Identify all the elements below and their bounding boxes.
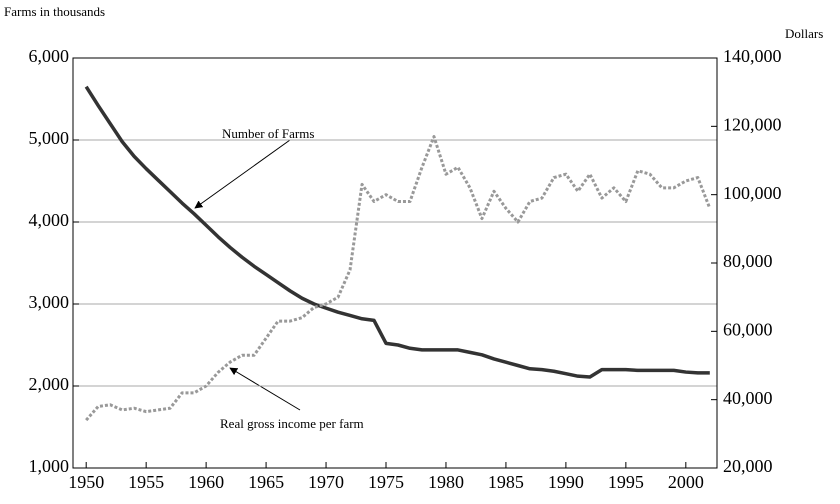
y-tick-label: 1,000 (29, 456, 70, 476)
y-tick-label: 3,000 (29, 292, 70, 312)
y2-tick-label: 60,000 (723, 319, 773, 339)
annotation: Number of Farms (222, 126, 314, 141)
plot-frame (72, 57, 718, 469)
x-tick-label: 1990 (548, 472, 584, 492)
y-tick-label: 6,000 (29, 46, 70, 66)
x-tick-label: 1960 (188, 472, 224, 492)
annotation-arrow (194, 139, 291, 209)
x-tick-label: 1985 (488, 472, 524, 492)
x-tick-label: 1970 (308, 472, 344, 492)
x-tick-label: 1965 (248, 472, 284, 492)
y2-tick-label: 20,000 (723, 456, 773, 476)
series-line (84, 85, 710, 379)
y2-tick-label: 40,000 (723, 388, 773, 408)
y2-axis-label: Dollars (785, 26, 823, 41)
y-tick-label: 4,000 (29, 210, 70, 230)
x-tick-label: 1980 (428, 472, 464, 492)
x-tick-label: 1995 (608, 472, 644, 492)
y2-tick-label: 80,000 (723, 251, 773, 271)
x-tick-label: 1955 (128, 472, 164, 492)
y2-tick-label: 100,000 (723, 183, 782, 203)
y-axis-label: Farms in thousands (4, 4, 105, 19)
annotation: Real gross income per farm (220, 416, 364, 431)
series-line (85, 135, 712, 422)
y-tick-label: 2,000 (29, 374, 70, 394)
x-tick-label: 1975 (368, 472, 404, 492)
x-tick-label: 2000 (668, 472, 704, 492)
y-tick-label: 5,000 (29, 128, 70, 148)
annotation-arrow (229, 367, 301, 411)
y2-tick-label: 120,000 (723, 114, 782, 134)
y2-tick-label: 140,000 (723, 46, 782, 66)
x-tick-label: 1950 (68, 472, 104, 492)
